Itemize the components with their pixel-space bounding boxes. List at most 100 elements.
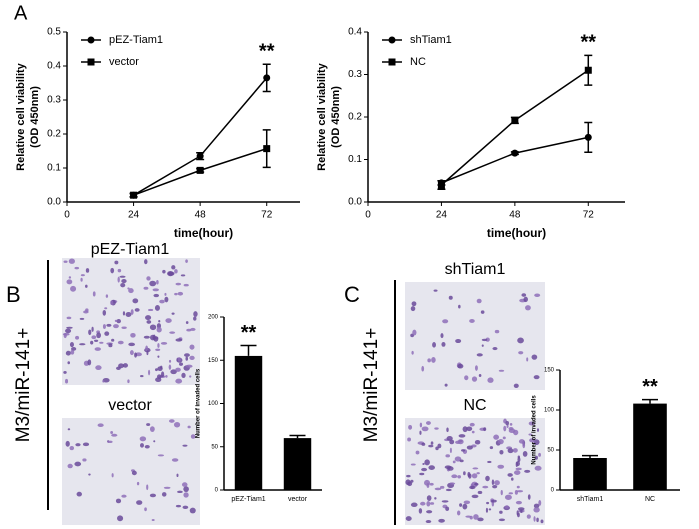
cell bbox=[168, 359, 172, 363]
cell bbox=[448, 295, 453, 300]
cell bbox=[440, 333, 444, 339]
cell bbox=[463, 471, 466, 476]
cell bbox=[94, 347, 101, 351]
y-tick-label: 50 bbox=[547, 448, 554, 454]
cell bbox=[503, 425, 507, 432]
x-tick-label: 48 bbox=[195, 210, 207, 221]
cell bbox=[122, 311, 126, 316]
cell bbox=[193, 316, 197, 321]
cell bbox=[182, 444, 188, 447]
cell bbox=[536, 517, 539, 523]
cell bbox=[469, 422, 475, 427]
cell bbox=[97, 423, 104, 428]
cell bbox=[445, 488, 452, 492]
cell bbox=[65, 440, 70, 447]
cell bbox=[104, 307, 108, 310]
y-tick-label: 0 bbox=[551, 488, 555, 494]
cell bbox=[189, 375, 192, 378]
cell bbox=[66, 316, 72, 320]
cell bbox=[483, 427, 487, 432]
cell bbox=[121, 279, 127, 284]
marker bbox=[584, 66, 592, 74]
cell bbox=[107, 440, 113, 444]
cell bbox=[502, 436, 506, 440]
cell bbox=[517, 507, 525, 511]
cell bbox=[67, 428, 71, 431]
cell bbox=[113, 324, 119, 329]
cell bbox=[527, 494, 531, 500]
cell bbox=[161, 492, 167, 497]
cell bbox=[120, 283, 126, 288]
cell bbox=[536, 428, 540, 432]
cell bbox=[507, 473, 513, 477]
cell bbox=[464, 375, 469, 381]
cell bbox=[493, 434, 500, 440]
line bbox=[133, 77, 268, 196]
cell bbox=[164, 292, 167, 296]
cell bbox=[517, 337, 524, 344]
cell bbox=[83, 310, 89, 314]
y-tick-label: 0.3 bbox=[348, 69, 362, 80]
cell bbox=[494, 329, 500, 334]
x-tick-label: 24 bbox=[128, 210, 140, 221]
cell bbox=[71, 347, 77, 351]
cell bbox=[108, 343, 113, 348]
y-axis-label: Relative cell viability bbox=[15, 62, 27, 170]
cell bbox=[68, 276, 72, 279]
cell bbox=[175, 504, 182, 508]
cell bbox=[471, 494, 479, 499]
cell bbox=[477, 490, 483, 495]
cell bbox=[429, 502, 435, 505]
cell bbox=[67, 361, 71, 365]
cell bbox=[117, 268, 122, 273]
cell bbox=[476, 472, 480, 475]
cell bbox=[110, 431, 114, 434]
x-axis-label: time(hour) bbox=[174, 226, 233, 240]
cell bbox=[494, 480, 500, 486]
cell bbox=[175, 282, 182, 286]
cell bbox=[153, 293, 160, 298]
marker bbox=[511, 149, 519, 157]
cell bbox=[522, 451, 528, 457]
cell bbox=[146, 276, 151, 281]
cell bbox=[498, 369, 505, 372]
x-tick-label: vector bbox=[288, 496, 308, 503]
error-bar bbox=[240, 344, 257, 356]
cell bbox=[505, 505, 509, 509]
cell bbox=[518, 439, 525, 444]
cell bbox=[121, 326, 127, 329]
cell bbox=[472, 467, 479, 470]
y-tick-label: 0.5 bbox=[47, 27, 61, 38]
cell bbox=[152, 288, 159, 292]
cell bbox=[96, 332, 101, 339]
cell bbox=[410, 463, 416, 466]
cell bbox=[160, 342, 168, 345]
cell bbox=[146, 484, 149, 491]
y-tick-label: 0.1 bbox=[348, 154, 362, 165]
cell bbox=[434, 427, 439, 430]
cell bbox=[499, 449, 504, 455]
cell bbox=[62, 332, 70, 336]
y-axis-label: (OD 450nm) bbox=[330, 86, 342, 148]
cell bbox=[85, 268, 90, 273]
legend-label: pEZ-Tiam1 bbox=[109, 34, 163, 46]
cell bbox=[167, 271, 175, 276]
annotation: ** bbox=[642, 376, 658, 398]
cell bbox=[529, 438, 536, 443]
cell bbox=[441, 500, 449, 503]
cell bbox=[474, 440, 481, 445]
cell bbox=[425, 520, 432, 524]
cell bbox=[79, 317, 85, 320]
cell bbox=[429, 482, 434, 486]
cell bbox=[110, 300, 114, 305]
cell bbox=[517, 512, 520, 518]
cell bbox=[186, 328, 192, 332]
cell bbox=[185, 321, 189, 324]
cell bbox=[432, 342, 436, 348]
legend-label: vector bbox=[109, 56, 139, 68]
cell bbox=[66, 326, 73, 329]
cell bbox=[187, 425, 191, 429]
y-axis-label: Number of invaded cells bbox=[196, 368, 202, 438]
cell bbox=[152, 334, 156, 341]
cell bbox=[168, 364, 172, 370]
